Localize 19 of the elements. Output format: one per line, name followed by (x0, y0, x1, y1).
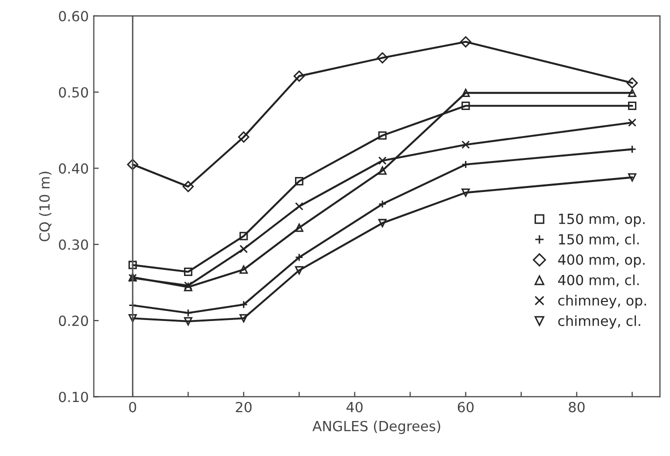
x-tick-label: 80 (568, 402, 585, 412)
x-axis-title: ANGLES (Degrees) (312, 420, 440, 434)
x-tick-label: 0 (129, 402, 136, 412)
x-tick-label: 60 (458, 402, 474, 412)
x-tick-label: 40 (346, 402, 363, 412)
legend-label: chimney, cl. (558, 315, 640, 329)
legend-label: 150 mm, op. (559, 214, 645, 227)
y-axis-title: CQ (10 m) (39, 172, 52, 242)
legend-label: 150 mm, cl. (559, 234, 639, 246)
legend-label: chimney, op. (558, 294, 646, 308)
y-tick-label: 0.30 (58, 239, 88, 250)
y-tick-label: 0.10 (58, 392, 88, 402)
y-tick-label: 0.50 (58, 87, 88, 98)
y-tick-label: 0.40 (58, 163, 88, 174)
y-tick-label: 0.60 (58, 10, 88, 22)
y-tick-label: 0.20 (58, 316, 88, 326)
legend-label: 400 mm, op. (558, 254, 645, 268)
x-tick-label: 20 (236, 402, 252, 412)
legend-label: 400 mm, cl. (558, 274, 639, 287)
